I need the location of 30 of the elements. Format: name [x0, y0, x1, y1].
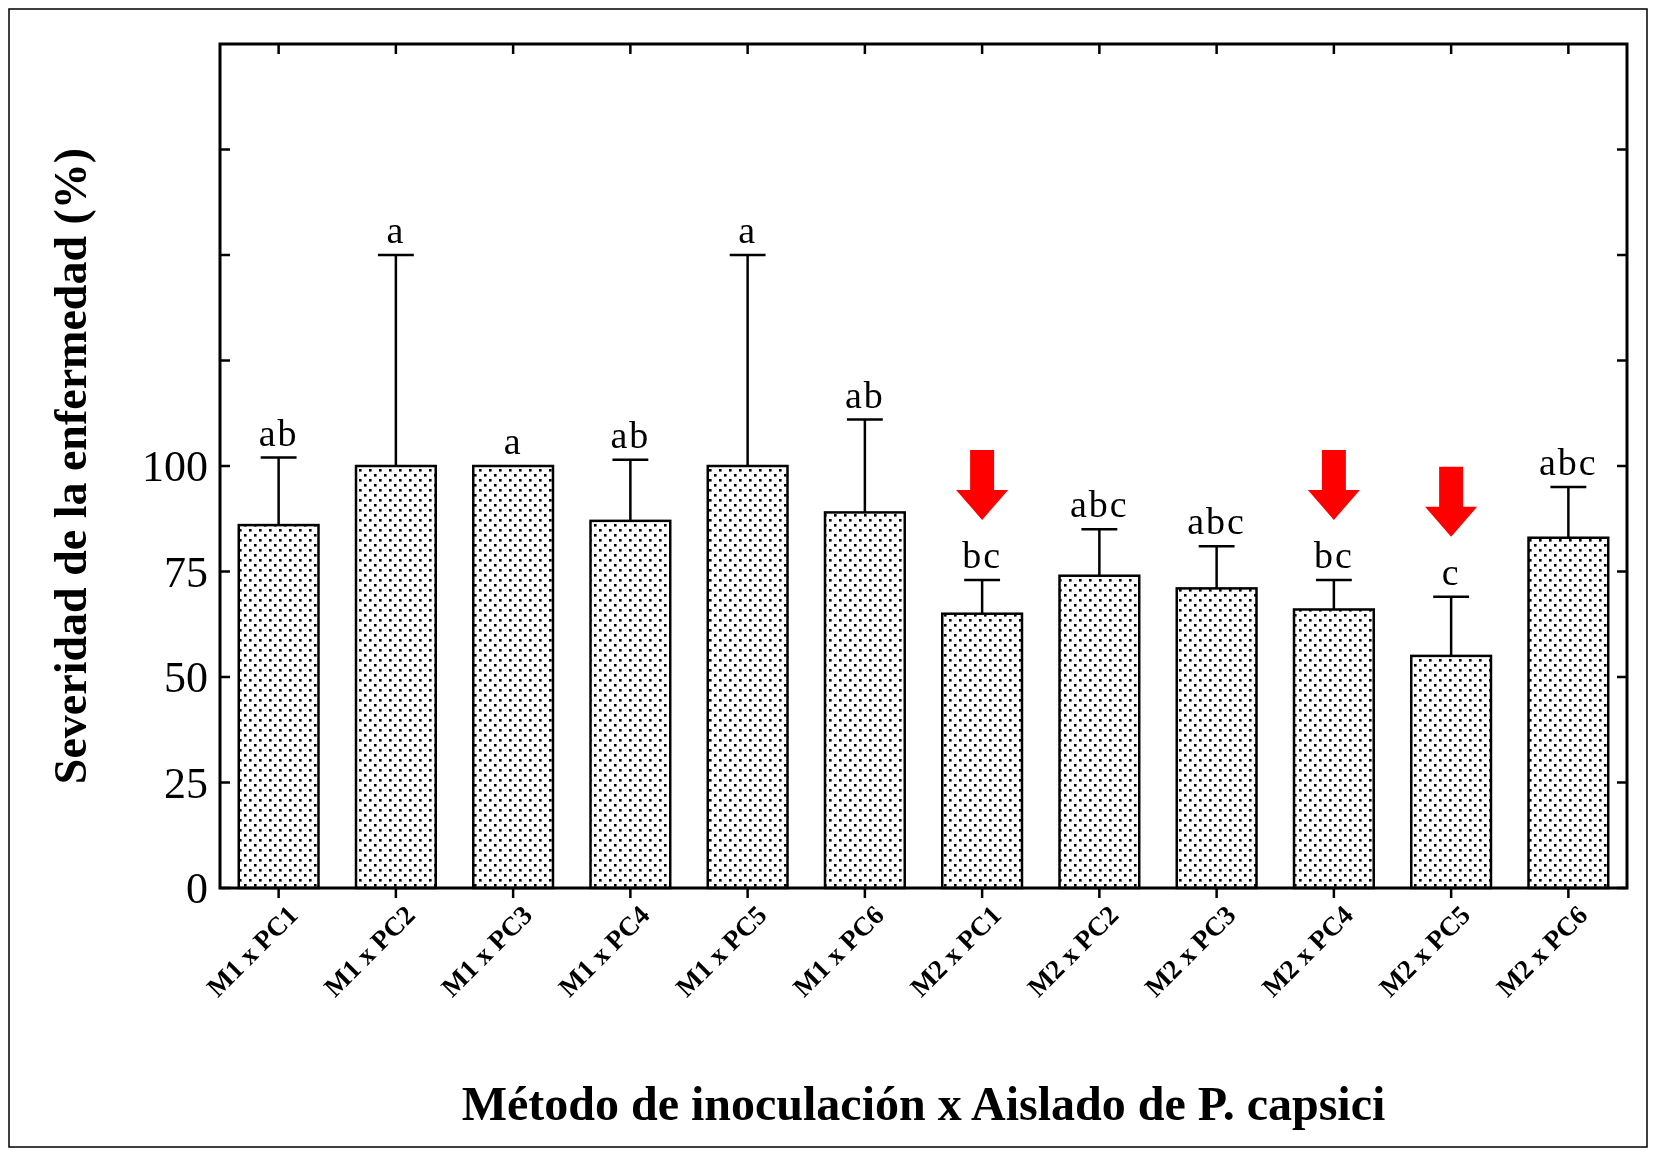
x-tick-label: M2 x PC6 [1490, 899, 1594, 1003]
annotation: ab [610, 413, 651, 456]
y-tick-label: 0 [186, 864, 208, 914]
annotation: bc [962, 533, 1003, 576]
annotation: ab [258, 411, 299, 454]
x-tick-label: M2 x PC4 [1255, 899, 1359, 1003]
y-axis-title: Severidad de la enfermedad (%) [45, 147, 96, 785]
y-tick-label: 75 [164, 547, 208, 597]
annotation: ab [844, 373, 885, 416]
y-tick-label: 100 [142, 442, 208, 492]
annotation: a [386, 209, 406, 251]
x-tick-label: M2 x PC5 [1373, 899, 1477, 1003]
annotation: a [738, 209, 758, 251]
annotation: abc [1539, 441, 1598, 484]
y-tick-label: 50 [164, 653, 208, 703]
y-tick-label: 25 [164, 758, 208, 808]
annotation: bc [1313, 533, 1354, 576]
x-tick-label: M2 x PC2 [1021, 899, 1125, 1003]
x-tick-label: M1 x PC3 [435, 899, 539, 1003]
x-axis-title: Método de inoculación x Aislado de P. capsici [461, 1077, 1386, 1130]
x-tick-label: M1 x PC5 [669, 899, 773, 1003]
annotation: abc [1187, 500, 1246, 543]
annotation: c [1441, 550, 1461, 593]
annotation: a [503, 420, 523, 462]
x-tick-label: M1 x PC2 [317, 899, 421, 1003]
x-tick-label: M2 x PC3 [1138, 899, 1242, 1003]
annotation: abc [1070, 483, 1129, 526]
x-tick-label: M1 x PC4 [552, 899, 656, 1003]
x-tick-label: M2 x PC1 [904, 899, 1008, 1003]
x-tick-label: M1 x PC6 [786, 899, 890, 1003]
